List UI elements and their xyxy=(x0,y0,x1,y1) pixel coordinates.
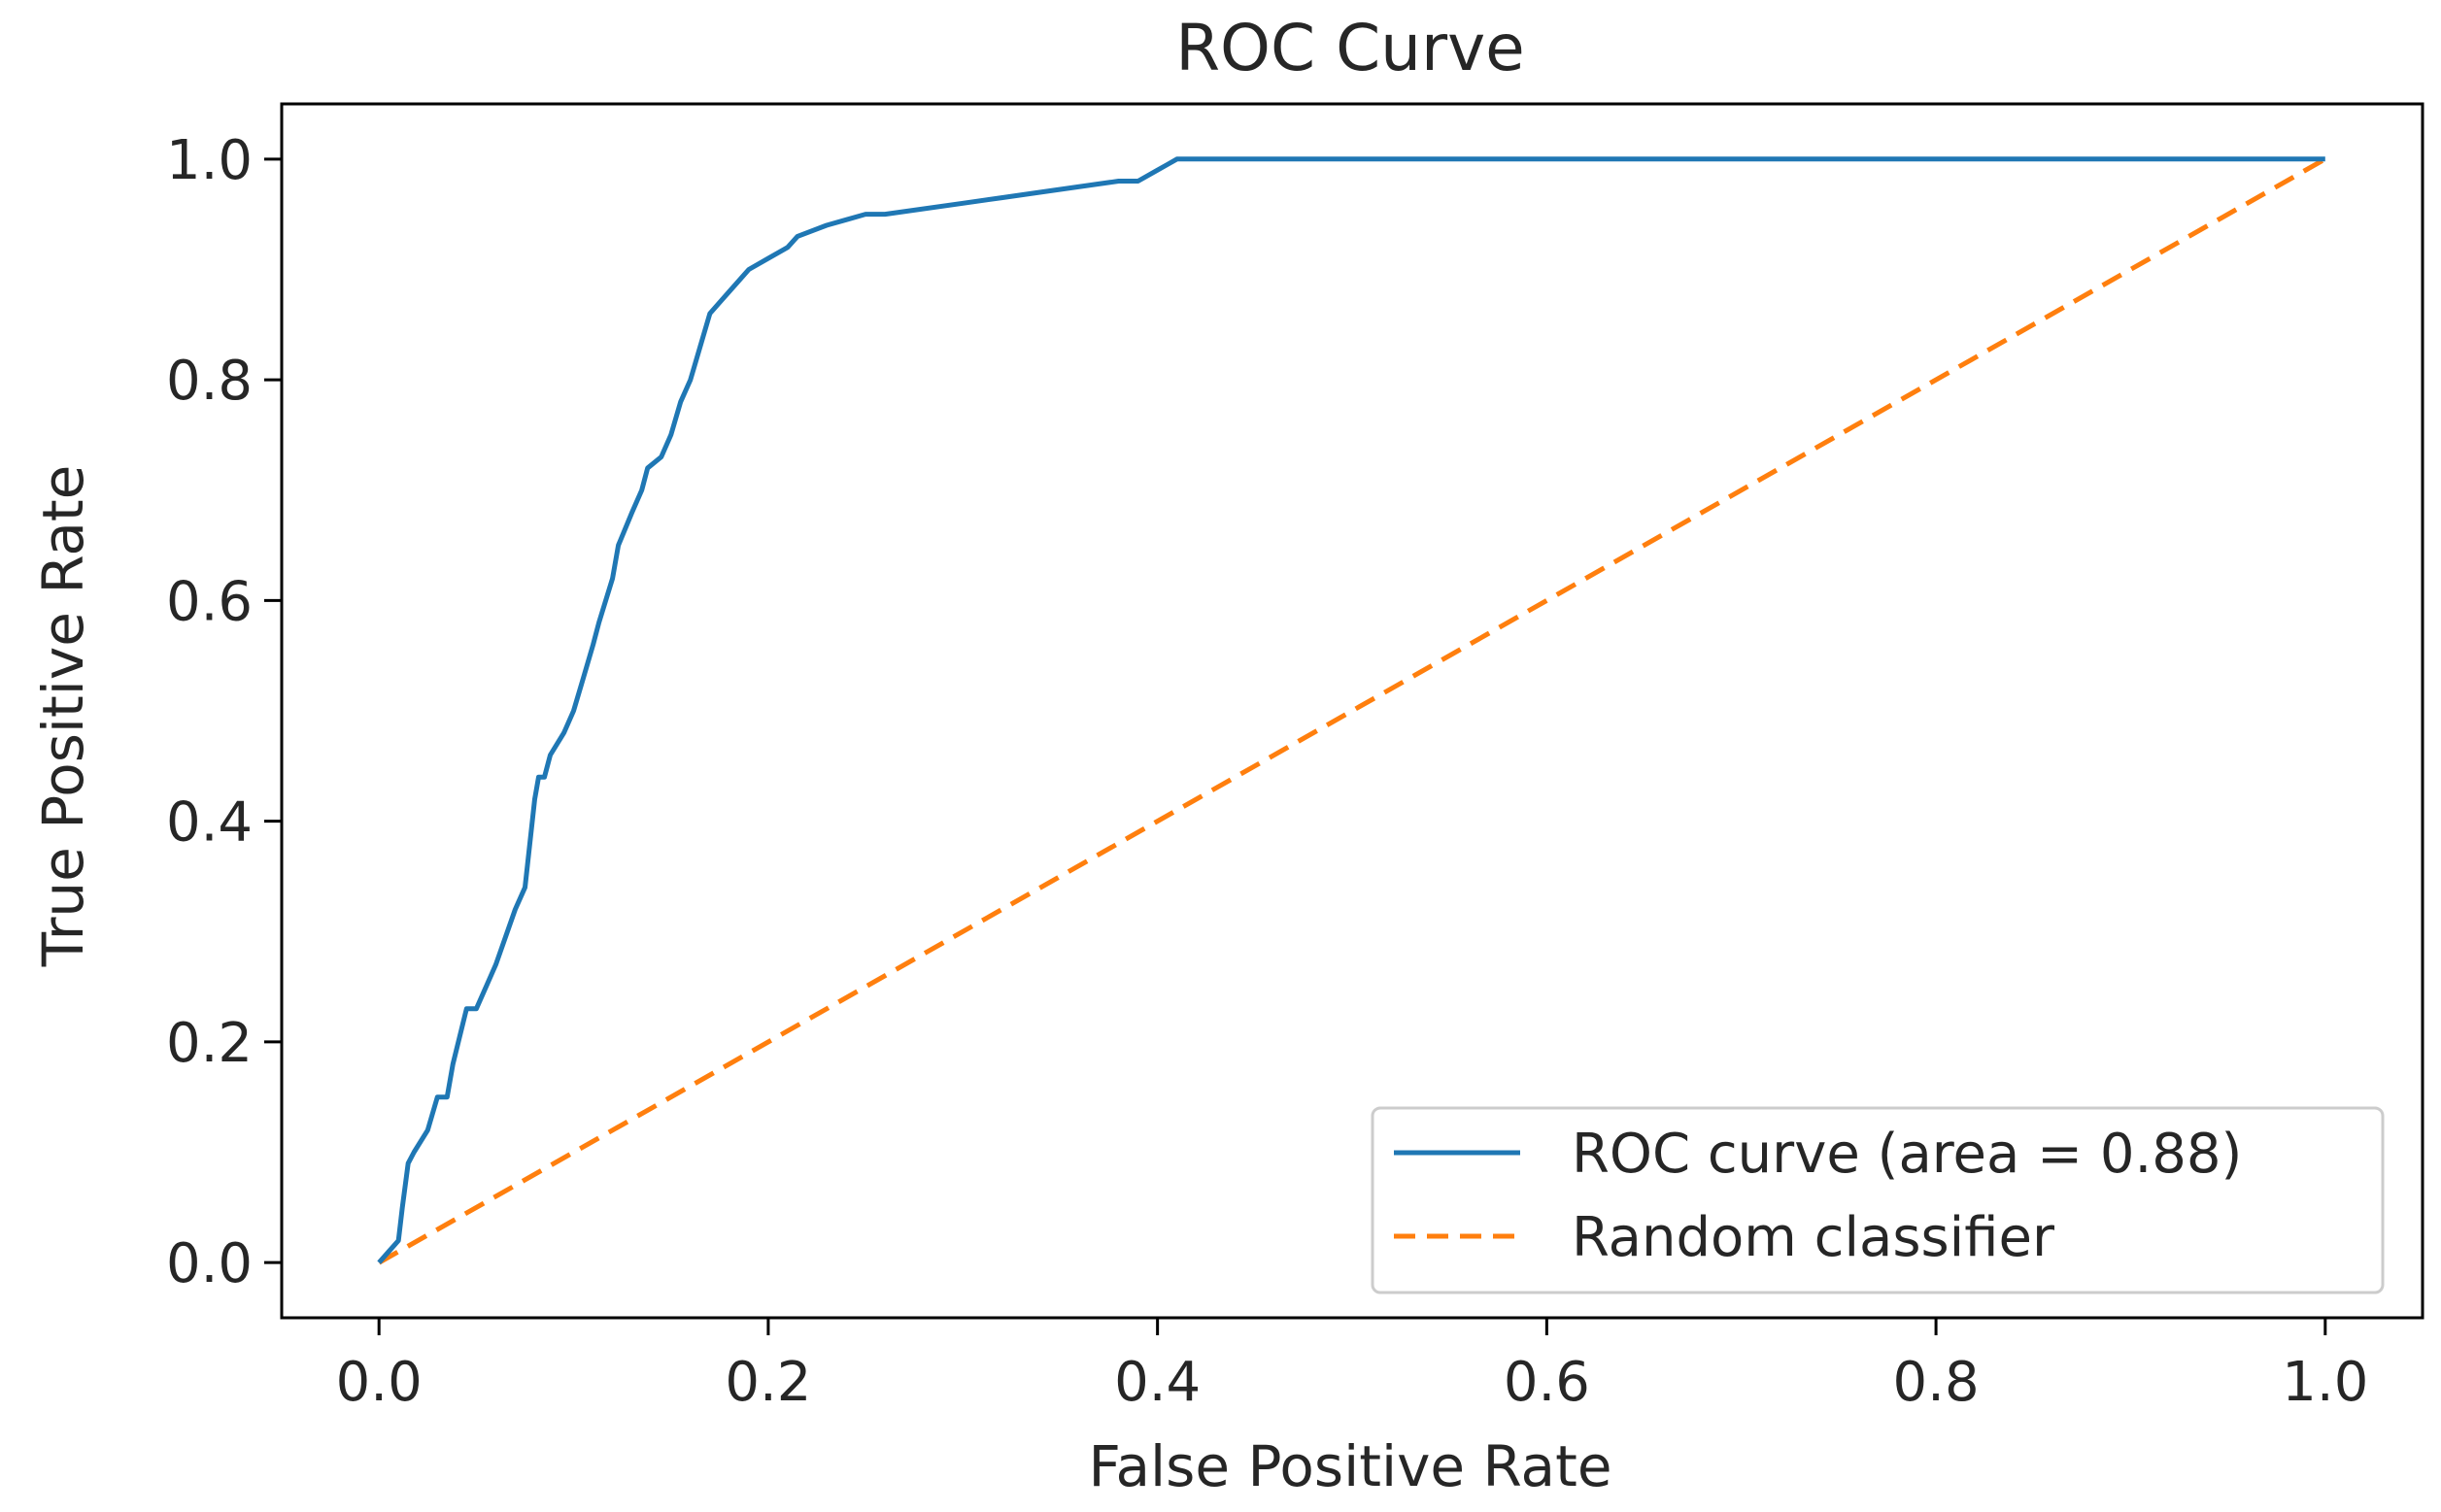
x-tick-label: 0.0 xyxy=(336,1351,423,1414)
y-axis: 0.0 0.2 0.4 0.6 0.8 1.0 xyxy=(166,129,282,1295)
y-tick-label: 1.0 xyxy=(166,129,253,192)
y-tick-label: 0.0 xyxy=(166,1232,253,1295)
x-tick-label: 1.0 xyxy=(2282,1351,2368,1414)
y-tick-label: 0.2 xyxy=(166,1012,253,1075)
roc-curve-line xyxy=(377,156,2325,1264)
x-tick-label: 0.4 xyxy=(1114,1351,1201,1414)
random-classifier-line xyxy=(377,156,2327,1265)
x-tick-label: 0.8 xyxy=(1893,1351,1980,1414)
plot-frame xyxy=(280,102,2424,1320)
y-tick-label: 0.8 xyxy=(166,350,253,413)
chart-title: ROC Curve xyxy=(1175,11,1525,85)
legend-roc-curve-label: ROC curve (area = 0.88) xyxy=(1572,1123,2242,1186)
x-axis: 0.0 0.2 0.4 0.6 0.8 1.0 xyxy=(336,1318,2368,1414)
series-layer xyxy=(377,156,2327,1265)
legend: ROC curve (area = 0.88) Random classifie… xyxy=(1371,1106,2385,1294)
legend-box xyxy=(1371,1106,2385,1294)
y-tick-label: 0.4 xyxy=(166,791,253,855)
legend-random-classifier-label: Random classifier xyxy=(1572,1206,2055,1269)
x-tick-label: 0.6 xyxy=(1504,1351,1590,1414)
x-tick-label: 0.2 xyxy=(725,1351,811,1414)
x-axis-title: False Positive Rate xyxy=(1088,1433,1611,1499)
y-axis-title: True Positive Rate xyxy=(30,465,96,968)
y-tick-label: 0.6 xyxy=(166,570,253,633)
